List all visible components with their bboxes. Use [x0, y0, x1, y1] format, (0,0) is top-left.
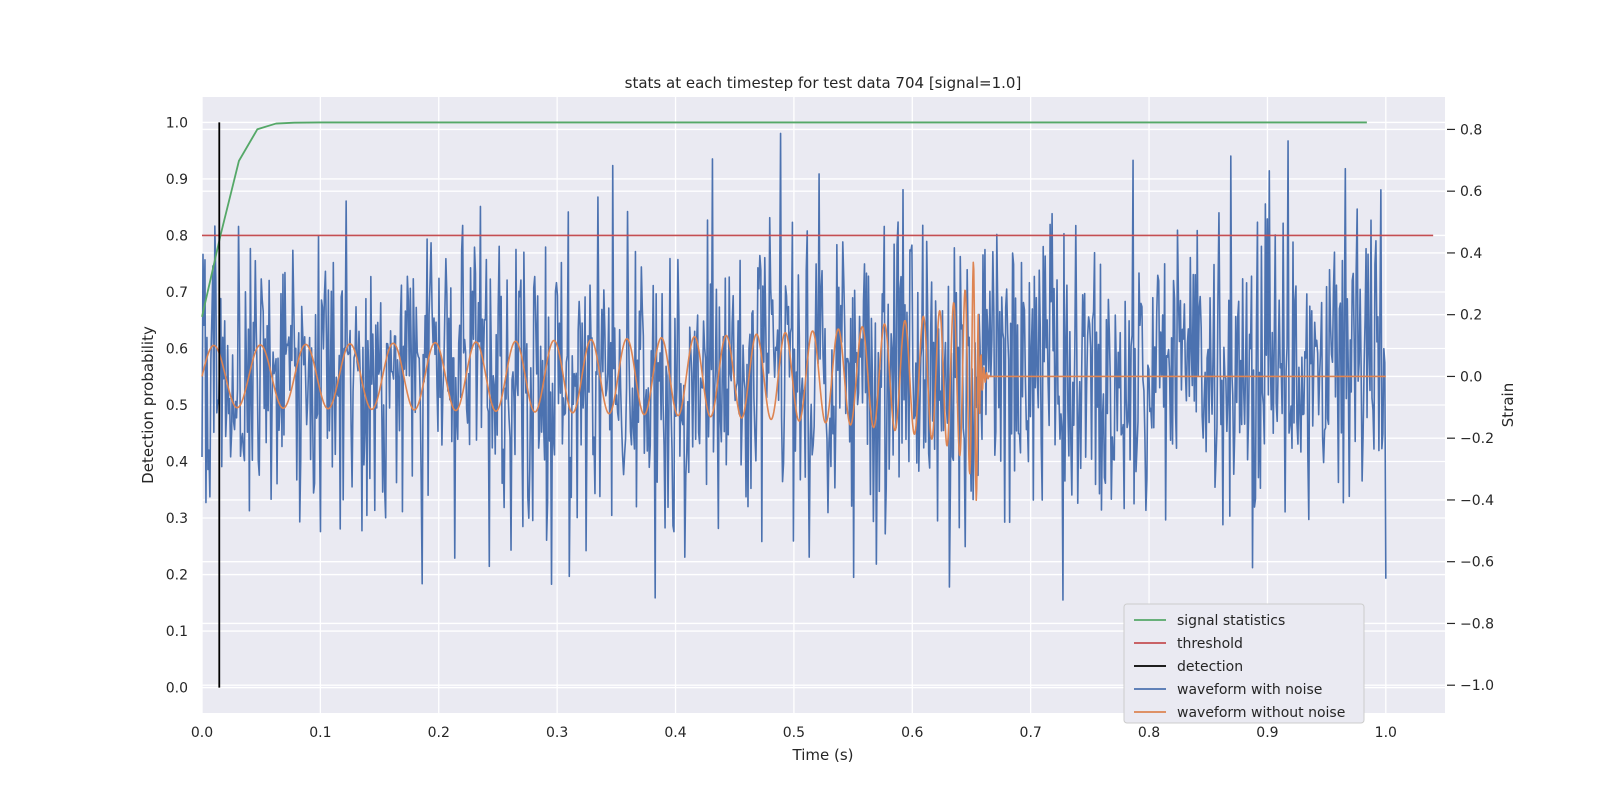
y2-tick-label: 0.4	[1460, 246, 1482, 262]
y2-tick-label: −1.0	[1460, 678, 1494, 694]
y2-tick-label: −0.8	[1460, 616, 1494, 632]
x-tick-label: 0.8	[1138, 725, 1160, 741]
y-tick-label: 0.3	[166, 511, 188, 527]
x-tick-label: 0.6	[901, 725, 923, 741]
x-tick-label: 0.4	[664, 725, 686, 741]
legend-label: detection	[1177, 659, 1243, 675]
y-tick-label: 0.8	[166, 228, 188, 244]
y-tick-label: 0.1	[166, 624, 188, 640]
legend-label: threshold	[1177, 636, 1243, 652]
y-tick-label: 0.6	[166, 341, 188, 357]
x-tick-label: 0.3	[546, 725, 568, 741]
y2-tick-labels: −1.0 −0.8 −0.6 −0.4 −0.2 0.0 0.2 0.4 0.6 0.8	[1447, 122, 1494, 694]
y-tick-label: 0.7	[166, 285, 188, 301]
x-tick-labels: 0.0 0.1 0.2 0.3 0.4 0.5 0.6 0.7 0.8 0.9 1.0	[191, 725, 1397, 741]
y2-tick-label: −0.6	[1460, 555, 1494, 571]
x-tick-label: 0.2	[428, 725, 450, 741]
y-tick-labels: 0.0 0.1 0.2 0.3 0.4 0.5 0.6 0.7 0.8 0.9 1.0	[166, 115, 188, 696]
y2-tick-label: 0.0	[1460, 369, 1482, 385]
y2-tick-label: 0.2	[1460, 308, 1482, 324]
y-tick-label: 0.5	[166, 398, 188, 414]
y2-tick-label: −0.2	[1460, 431, 1494, 447]
y-tick-label: 1.0	[166, 115, 188, 131]
x-tick-label: 0.7	[1020, 725, 1042, 741]
series-waveform-without-noise	[201, 261, 1387, 502]
y2-axis-label: Strain	[1499, 383, 1517, 427]
y-tick-label: 0.9	[166, 172, 188, 188]
legend-label: signal statistics	[1177, 613, 1285, 629]
series-signal-statistics	[201, 121, 1367, 318]
y-axis-label: Detection probability	[139, 326, 157, 484]
legend-label: waveform without noise	[1177, 705, 1345, 721]
x-tick-label: 0.5	[783, 725, 805, 741]
x-tick-label: 0.0	[191, 725, 213, 741]
y-tick-label: 0.2	[166, 568, 188, 584]
y2-tick-label: 0.6	[1460, 184, 1482, 200]
y-tick-label: 0.4	[166, 455, 188, 471]
y-tick-label: 0.0	[166, 681, 188, 697]
chart-title: stats at each timestep for test data 704…	[625, 74, 1022, 92]
y2-tick-label: 0.8	[1460, 122, 1482, 138]
x-tick-label: 0.1	[309, 725, 331, 741]
y2-tick-label: −0.4	[1460, 493, 1494, 509]
series-layer	[201, 121, 1434, 688]
x-axis-label: Time (s)	[792, 746, 854, 764]
series-waveform-with-noise	[201, 132, 1387, 601]
legend: signal statistics threshold detection wavef…	[1123, 603, 1365, 724]
legend-frame	[1123, 603, 1365, 724]
legend-label: waveform with noise	[1177, 682, 1322, 698]
x-tick-label: 1.0	[1375, 725, 1397, 741]
x-tick-label: 0.9	[1256, 725, 1278, 741]
